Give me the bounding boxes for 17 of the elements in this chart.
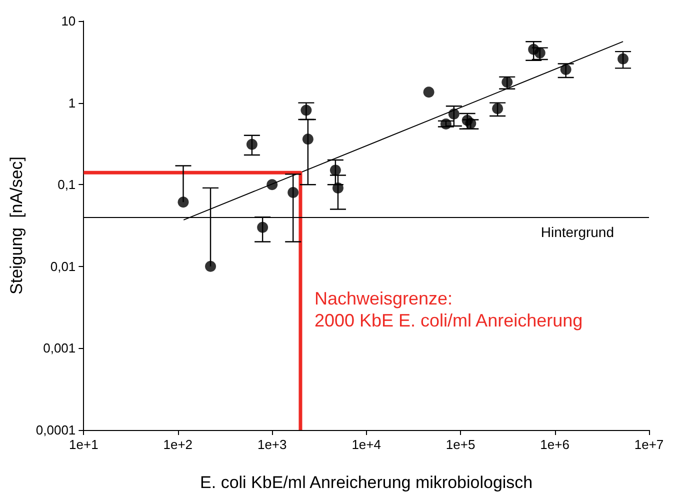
- y-tick-label: 0,1: [58, 177, 76, 192]
- x-tick-label: 1e+6: [540, 437, 570, 452]
- x-tick-label: 1e+4: [352, 437, 381, 452]
- x-tick-label: 1e+1: [69, 437, 98, 452]
- y-tick-label: 0,01: [50, 258, 76, 274]
- y-tick-label: 1: [68, 95, 76, 110]
- annotation: Nachweisgrenze: 2000 KbE E. coli/ml Anreicherung: [314, 288, 583, 331]
- x-tick-label: 1e+3: [257, 437, 287, 452]
- x-tick-label: 1e+2: [163, 437, 193, 452]
- y-tick-label: 10: [61, 14, 76, 28]
- x-tick-label: 1e+5: [446, 437, 476, 452]
- x-axis-title: E. coli KbE/ml Anreicherung mikrobiologisch: [200, 473, 533, 492]
- y-axis-title: Steigung [nA/sec]: [7, 156, 26, 294]
- ref-line-label: Hintergrund: [540, 224, 614, 240]
- x-tick-label: 1e+7: [634, 437, 664, 452]
- y-tick-label: 0,001: [43, 340, 76, 356]
- y-tick-label: 0,0001: [36, 422, 76, 438]
